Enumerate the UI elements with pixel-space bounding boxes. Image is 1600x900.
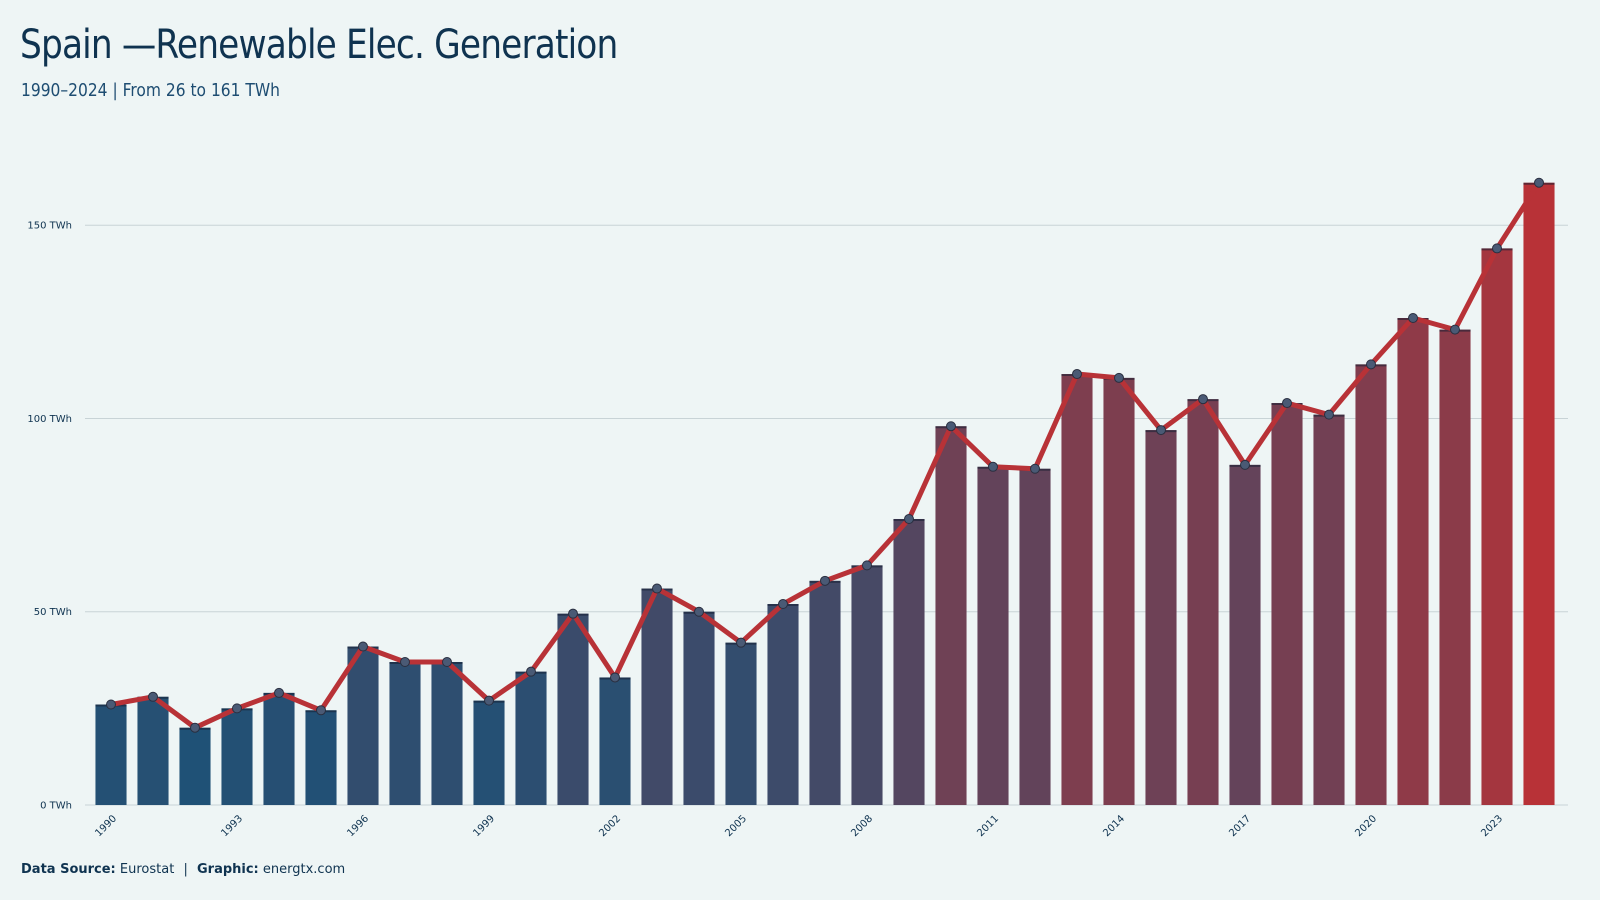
x-tick-label: 2017: [1227, 813, 1253, 839]
data-point: [1072, 369, 1082, 380]
data-point: [274, 687, 284, 698]
x-tick-label: 2002: [597, 813, 623, 839]
bar: [557, 613, 589, 805]
bar: [1061, 374, 1093, 805]
bar: [683, 611, 715, 805]
data-point: [820, 575, 830, 586]
data-point: [1324, 409, 1334, 420]
bar: [515, 671, 547, 805]
data-point: [1156, 425, 1166, 436]
bar: [137, 696, 169, 805]
bar: [1481, 248, 1513, 806]
bar: [1523, 182, 1555, 806]
bar: [95, 704, 127, 805]
x-tick-label: 2023: [1479, 813, 1505, 839]
bar: [179, 727, 211, 805]
x-axis-ticks: 1990 1993 1996 1999 2002 2005 2008 2011 2014 2017…: [93, 813, 1505, 839]
data-point: [316, 705, 326, 716]
y-tick-label: 150 TWh: [27, 221, 72, 232]
bar: [389, 661, 421, 805]
data-point: [1534, 177, 1544, 188]
data-point: [232, 703, 242, 714]
data-point: [484, 695, 494, 706]
bar: [1145, 430, 1177, 805]
data-point: [1492, 243, 1502, 254]
y-tick-label: 0 TWh: [40, 801, 72, 812]
data-point: [568, 608, 578, 619]
data-point: [442, 656, 452, 667]
data-point: [358, 641, 368, 652]
data-point: [1450, 324, 1460, 335]
data-point: [1282, 398, 1292, 409]
bar: [641, 588, 673, 805]
data-point: [988, 461, 998, 472]
footer-separator: |: [183, 862, 188, 877]
data-point: [610, 672, 620, 683]
bar: [893, 518, 925, 805]
data-point: [652, 583, 662, 594]
x-tick-label: 2020: [1353, 813, 1379, 839]
bar: [263, 692, 295, 805]
bar: [1271, 403, 1303, 805]
chart-title: Spain —Renewable Elec. Generation: [20, 22, 618, 68]
bar: [851, 565, 883, 805]
bar: [725, 642, 757, 805]
bar: [599, 677, 631, 805]
data-point: [1030, 463, 1040, 474]
graphic-value: energtx.com: [262, 862, 346, 877]
bar: [1019, 468, 1051, 805]
x-tick-label: 1999: [471, 813, 497, 839]
data-point: [694, 606, 704, 617]
bar: [1313, 414, 1345, 805]
data-point: [1198, 394, 1208, 405]
bar: [1355, 364, 1387, 805]
data-point: [1366, 359, 1376, 370]
bar: [935, 426, 967, 805]
y-tick-label: 100 TWh: [27, 414, 72, 425]
source-label: Data Source:: [21, 862, 116, 877]
data-point: [1114, 372, 1124, 383]
x-tick-label: 2011: [975, 813, 1001, 839]
data-point: [106, 699, 116, 710]
data-point: [1240, 459, 1250, 470]
bar: [767, 604, 799, 805]
x-tick-label: 1993: [219, 813, 245, 839]
chart-subtitle: 1990–2024 | From 26 to 161 TWh: [21, 80, 280, 101]
data-point: [946, 421, 956, 432]
bar: [1187, 399, 1219, 805]
bar: [977, 466, 1009, 805]
data-point: [736, 637, 746, 648]
source-value: Eurostat: [119, 862, 175, 877]
data-point: [904, 513, 914, 524]
data-point: [526, 666, 536, 677]
data-point: [148, 691, 158, 702]
bar: [305, 710, 337, 805]
markers-group: [106, 177, 1544, 733]
footer: Data Source: Eurostat | Graphic: energtx…: [21, 862, 345, 877]
x-tick-label: 1990: [93, 813, 119, 839]
data-point: [778, 599, 788, 610]
x-tick-label: 2008: [849, 813, 875, 839]
bar: [1229, 464, 1261, 805]
bar: [473, 700, 505, 805]
bar: [809, 580, 841, 805]
bar: [221, 708, 253, 805]
bar: [1397, 318, 1429, 805]
bars-group: [95, 182, 1555, 806]
data-point: [400, 656, 410, 667]
graphic-label: Graphic:: [196, 862, 259, 877]
bar: [1439, 329, 1471, 805]
bar: [1103, 377, 1135, 805]
bar: [431, 661, 463, 805]
data-point: [862, 560, 872, 571]
y-axis-ticks: 0 TWh 50 TWh 100 TWh 150 TWh: [27, 221, 72, 812]
bar: [347, 646, 379, 805]
data-point: [1408, 313, 1418, 324]
x-tick-label: 1996: [345, 813, 371, 839]
data-point: [190, 722, 200, 733]
y-tick-label: 50 TWh: [34, 607, 72, 618]
x-tick-label: 2005: [723, 813, 749, 839]
x-tick-label: 2014: [1101, 813, 1127, 839]
